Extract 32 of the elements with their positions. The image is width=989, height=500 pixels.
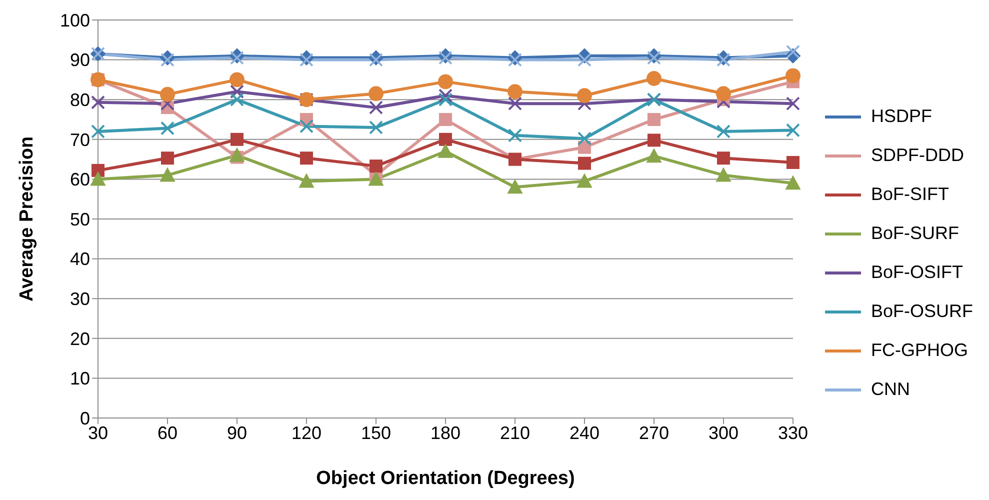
legend-label: BoF-OSIFT (870, 262, 963, 283)
y-tick-label: 70 (70, 130, 90, 150)
x-tick-label: 150 (360, 422, 392, 443)
legend-label: FC-GPHOG (870, 340, 968, 361)
y-tick-label: 40 (70, 249, 90, 270)
x-tick-label: 330 (778, 422, 808, 443)
x-tick-label: 120 (291, 422, 322, 443)
legend-label: BoF-OSURF (870, 301, 973, 322)
y-tick-label: 50 (70, 209, 90, 230)
x-tick-label: 60 (157, 422, 178, 443)
legend-label: HSDPF (870, 106, 932, 127)
x-tick-label: 240 (569, 422, 600, 443)
legend-label: BoF-SIFT (870, 184, 949, 205)
x-tick-label: 30 (88, 422, 108, 443)
y-tick-label: 30 (70, 288, 90, 309)
x-tick-label: 90 (226, 422, 248, 443)
y-tick-label: 10 (70, 368, 90, 389)
x-tick-label: 270 (638, 422, 670, 443)
y-tick-label: 80 (70, 90, 90, 110)
y-axis-title: Average Precision (16, 136, 38, 302)
y-tick-label: 90 (70, 50, 90, 70)
x-tick-label: 300 (708, 422, 739, 443)
legend-label: SDPF-DDD (870, 145, 964, 166)
legend-label: CNN (870, 379, 910, 400)
y-tick-label: 20 (70, 328, 90, 349)
x-tick-label: 210 (500, 422, 530, 443)
x-tick-label: 180 (430, 422, 461, 443)
legend-label: BoF-SURF (870, 223, 959, 244)
x-axis-title: Object Orientation (Degrees) (316, 468, 575, 489)
y-tick-label: 60 (70, 170, 90, 190)
y-tick-label: 100 (60, 10, 90, 30)
y-tick-label: 0 (80, 408, 90, 428)
